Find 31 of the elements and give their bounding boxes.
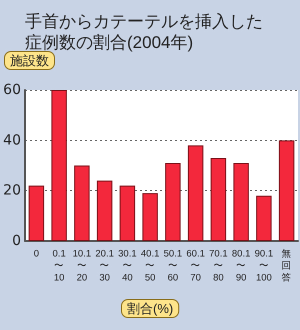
x-tick-label: 40.1 〜 50 xyxy=(140,248,160,284)
x-tick-label: 80.1 〜 90 xyxy=(232,248,250,284)
bar xyxy=(278,140,294,241)
bar xyxy=(74,166,90,241)
bar xyxy=(233,162,249,241)
x-tick-label: 無回答 xyxy=(282,248,292,284)
bar xyxy=(28,186,44,241)
x-tick-label: 70.1 〜 80 xyxy=(209,248,228,284)
bar xyxy=(142,193,158,241)
x-axis-title: 割合(%) xyxy=(127,301,174,316)
y-tick-label: 0 xyxy=(12,233,21,249)
bar xyxy=(120,186,136,241)
y-tick-label: 60 xyxy=(3,82,21,98)
bar xyxy=(96,180,112,241)
bar xyxy=(188,145,204,241)
x-tick-label: 30.1 〜 40 xyxy=(118,248,137,284)
bar xyxy=(51,90,67,241)
x-tick-label: 0.1 〜 10 xyxy=(52,248,66,284)
chart-title: 手首からカテーテルを挿入した症例数の割合(2004年) xyxy=(25,12,263,52)
x-tick-label: 50.1 〜 60 xyxy=(164,248,182,284)
y-axis-title: 施設数 xyxy=(10,53,49,68)
x-tick-label: 20.1 〜 30 xyxy=(95,248,114,284)
bar xyxy=(256,196,272,241)
y-tick-label: 40 xyxy=(3,132,21,148)
x-tick-label: 90.1 〜 100 xyxy=(254,248,274,284)
x-tick-label: 0 xyxy=(34,248,40,260)
x-tick-label: 10.1 〜 20 xyxy=(72,248,92,284)
bar xyxy=(210,158,226,241)
bar xyxy=(165,162,181,241)
y-tick-label: 20 xyxy=(3,182,21,199)
x-tick-label: 60.1 〜 70 xyxy=(186,248,205,284)
